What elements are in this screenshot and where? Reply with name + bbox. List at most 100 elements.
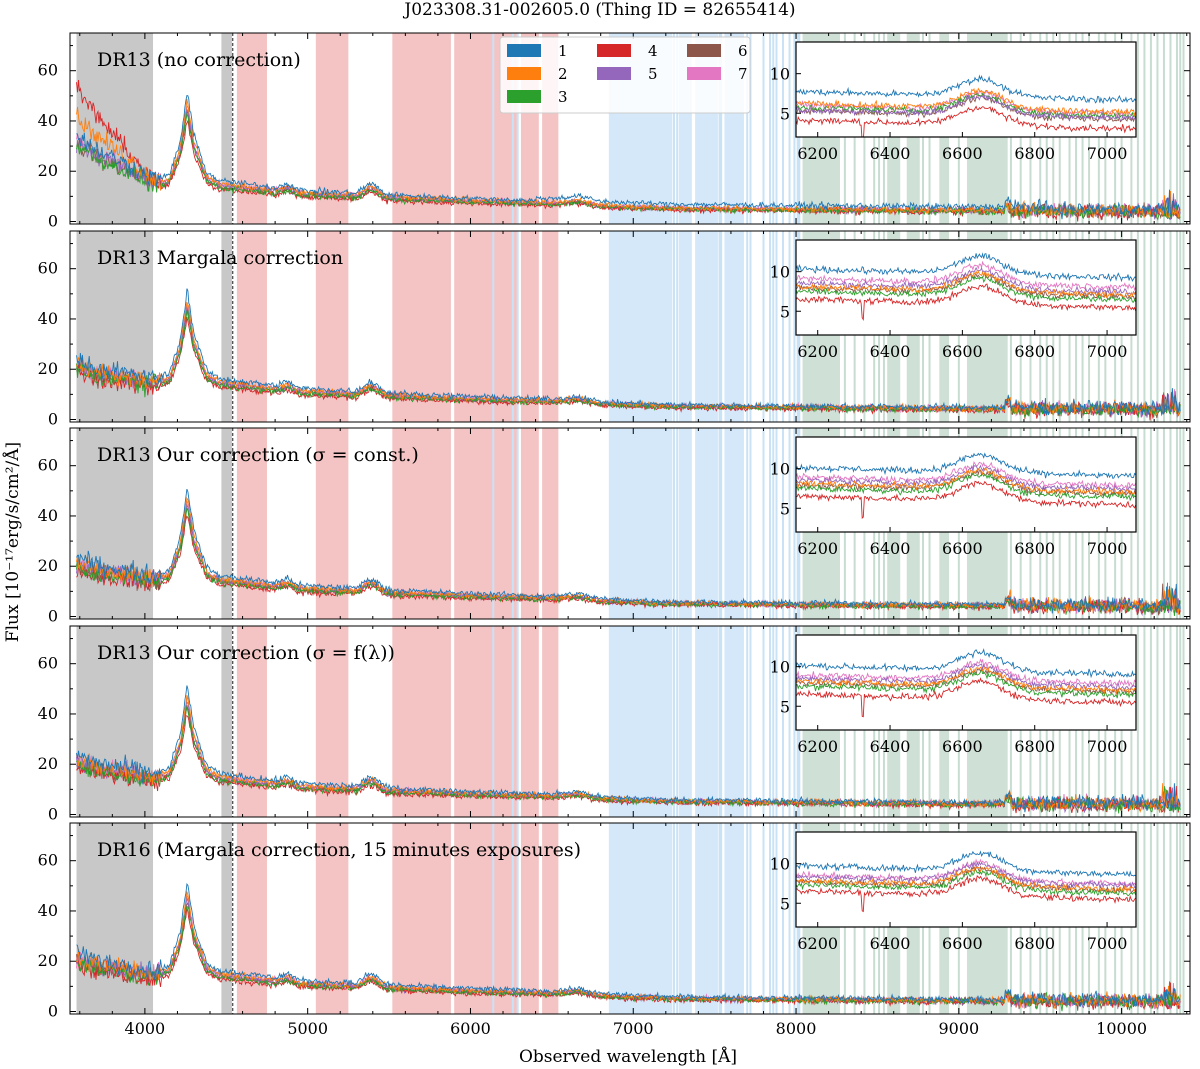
inset-series-3 bbox=[796, 471, 1136, 502]
masked-region-blue bbox=[695, 231, 718, 422]
legend-swatch-1 bbox=[507, 44, 541, 57]
masked-region-red bbox=[454, 626, 518, 817]
spectrum-series-1 bbox=[76, 94, 1181, 220]
y-tick-label: 20 bbox=[38, 556, 58, 575]
inset-series-2 bbox=[796, 866, 1136, 894]
inset-frame bbox=[795, 634, 1137, 731]
spectrum-series-1 bbox=[76, 685, 1181, 813]
panel-frame bbox=[69, 822, 1191, 1015]
legend-swatch-3 bbox=[507, 90, 541, 103]
y-tick-label: 20 bbox=[38, 359, 58, 378]
masked-region-blue bbox=[608, 626, 673, 817]
masked-region-blue bbox=[695, 626, 718, 817]
masked-region-blue bbox=[695, 428, 718, 619]
y-tick-label: 40 bbox=[38, 901, 58, 920]
inset-x-tick-label: 6400 bbox=[870, 539, 911, 558]
inset-series-5 bbox=[796, 93, 1136, 122]
x-tick-label: 6000 bbox=[450, 1019, 491, 1038]
y-tick-label: 0 bbox=[48, 804, 58, 823]
spectra bbox=[76, 883, 1181, 1012]
inset-series-3 bbox=[796, 668, 1136, 699]
inset-series-1 bbox=[796, 648, 1136, 679]
inset-x-tick-label: 6800 bbox=[1014, 737, 1055, 756]
inset-y-tick-label: 5 bbox=[780, 104, 790, 123]
legend-label-2: 2 bbox=[558, 65, 568, 83]
panel-5: 0 20 40 60 4000 5000 6000 7000 8000 9000 10000 DR16… bbox=[38, 822, 1191, 1038]
masked-region-red bbox=[520, 626, 539, 817]
spectra bbox=[76, 288, 1181, 421]
inset-x-tick-label: 6200 bbox=[797, 934, 838, 953]
inset-series-3 bbox=[796, 92, 1136, 120]
masked-region-red bbox=[520, 823, 539, 1014]
spectrum-series-3 bbox=[76, 906, 1181, 1012]
x-axis-label: Observed wavelength [Å] bbox=[519, 1046, 737, 1067]
inset-x-tick-label: 6600 bbox=[942, 342, 983, 361]
inset-frame bbox=[795, 436, 1137, 533]
inset-x-tick-label: 6200 bbox=[797, 342, 838, 361]
panel-2: 0 20 40 60 DR13 Margala correction 6200 6400 66… bbox=[38, 230, 1191, 428]
y-tick-label: 0 bbox=[48, 409, 58, 428]
masked-region-red bbox=[392, 33, 451, 224]
y-tick-label: 0 bbox=[48, 211, 58, 230]
masked-region-gray bbox=[76, 428, 154, 619]
y-tick-label: 0 bbox=[48, 606, 58, 625]
masked-region-blue bbox=[608, 231, 673, 422]
inset-spectra bbox=[796, 850, 1136, 913]
legend-label-7: 7 bbox=[738, 65, 748, 83]
masked-region-blue bbox=[695, 823, 718, 1014]
inset-x-tick-label: 6800 bbox=[1014, 539, 1055, 558]
inset-plot: 6200 6400 6600 6800 7000 5 10 bbox=[770, 634, 1137, 756]
inset-y-tick-label: 10 bbox=[770, 460, 790, 479]
y-tick-label: 40 bbox=[38, 111, 58, 130]
inset-x-tick-label: 6800 bbox=[1014, 934, 1055, 953]
spectra bbox=[76, 488, 1181, 617]
inset-plot: 6200 6400 6600 6800 7000 5 10 bbox=[770, 831, 1137, 953]
legend-swatch-2 bbox=[507, 67, 541, 80]
masked-region-gray bbox=[221, 626, 232, 817]
panel-label: DR16 (Margala correction, 15 minutes exp… bbox=[97, 839, 581, 861]
spectrum-series-2 bbox=[76, 99, 1181, 219]
panel-label: DR13 Margala correction bbox=[97, 247, 343, 269]
inset-series-2 bbox=[796, 467, 1136, 497]
masked-region-red bbox=[454, 231, 518, 422]
y-tick-label: 60 bbox=[38, 654, 58, 673]
inset-x-tick-label: 7000 bbox=[1087, 144, 1128, 163]
masked-region-blue bbox=[608, 823, 673, 1014]
inset-series-4 bbox=[796, 677, 1136, 718]
panel-label: DR13 Our correction (σ = f(λ)) bbox=[97, 642, 395, 664]
legend: 1 2 3 4 5 6 7 bbox=[499, 36, 751, 114]
inset-series-1 bbox=[796, 74, 1136, 105]
legend-label-1: 1 bbox=[558, 42, 568, 60]
y-tick-label: 60 bbox=[38, 61, 58, 80]
legend-swatch-6 bbox=[687, 44, 721, 57]
inset-x-tick-label: 6600 bbox=[942, 737, 983, 756]
masked-region-red bbox=[542, 626, 559, 817]
x-tick-label: 9000 bbox=[938, 1019, 979, 1038]
inset-spectra bbox=[796, 252, 1136, 321]
inset-frame bbox=[795, 831, 1137, 928]
masked-region-red bbox=[392, 428, 451, 619]
masked-region-red bbox=[315, 626, 349, 817]
masked-region-gray bbox=[221, 33, 232, 224]
masked-region-red bbox=[520, 231, 539, 422]
inset-spectra bbox=[796, 648, 1136, 718]
inset-x-tick-label: 6200 bbox=[797, 737, 838, 756]
inset-series-7 bbox=[796, 260, 1136, 292]
masked-region-red bbox=[542, 823, 559, 1014]
masked-region-blue bbox=[678, 428, 692, 619]
y-tick-label: 20 bbox=[38, 161, 58, 180]
masked-region-red bbox=[392, 231, 451, 422]
masked-region-gray bbox=[221, 428, 232, 619]
inset-series-1 bbox=[796, 252, 1136, 283]
masked-region-blue bbox=[724, 231, 744, 422]
inset-x-tick-label: 6400 bbox=[870, 144, 911, 163]
legend-label-5: 5 bbox=[648, 65, 658, 83]
inset-frame bbox=[795, 41, 1137, 138]
inset-x-tick-label: 6400 bbox=[870, 342, 911, 361]
y-tick-label: 60 bbox=[38, 259, 58, 278]
panel-frame bbox=[69, 625, 1191, 818]
inset-y-tick-label: 10 bbox=[770, 263, 790, 282]
inset-plot: 6200 6400 6600 6800 7000 5 10 bbox=[770, 41, 1137, 163]
